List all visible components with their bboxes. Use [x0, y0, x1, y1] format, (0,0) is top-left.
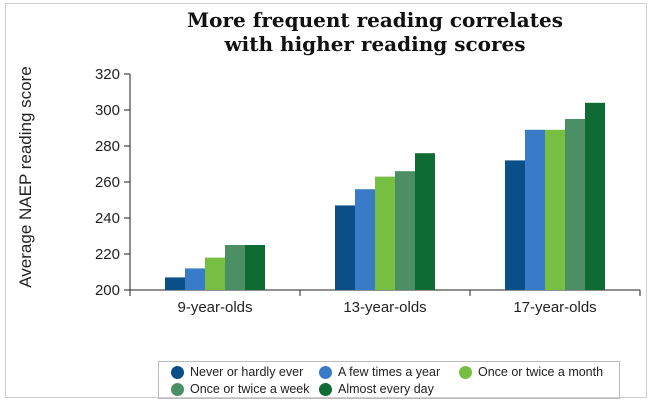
chart-title-line-1: More frequent reading correlates: [187, 8, 563, 32]
legend-swatch-0: [171, 365, 184, 379]
bar-0-1: [185, 268, 205, 290]
chart-title-line-2: with higher reading scores: [224, 32, 526, 56]
legend: Never or hardly ever A few times a year On…: [158, 361, 620, 399]
bar-1-0: [335, 205, 355, 290]
legend-item-1: A few times a year: [319, 365, 440, 379]
bar-2-4: [585, 102, 605, 290]
legend-label-4: Almost every day: [338, 382, 434, 396]
y-tick-label-6: 320: [95, 66, 120, 83]
legend-swatch-2: [459, 365, 472, 379]
bar-0-2: [205, 257, 225, 290]
bar-1-3: [395, 171, 415, 290]
legend-item-4: Almost every day: [319, 382, 434, 396]
legend-swatch-1: [319, 365, 332, 379]
legend-label-0: Never or hardly ever: [190, 365, 304, 379]
legend-label-3: Once or twice a week: [190, 382, 310, 396]
bar-2-1: [525, 129, 545, 290]
y-tick-label-0: 200: [95, 282, 120, 299]
y-tick-label-5: 300: [95, 102, 120, 119]
legend-label-2: Once or twice a month: [478, 365, 604, 379]
y-tick-label-2: 240: [95, 210, 120, 227]
y-tick-label-3: 260: [95, 174, 120, 191]
bar-1-2: [375, 176, 395, 290]
bar-0-4: [245, 245, 265, 290]
x-category-label-0: 9-year-olds: [177, 299, 252, 316]
bar-0-0: [165, 277, 185, 290]
bar-2-2: [545, 129, 565, 290]
bar-1-4: [415, 153, 435, 290]
y-tick-label-4: 280: [95, 138, 120, 155]
bar-1-1: [355, 189, 375, 290]
bar-chart: 200 220 240 260 280 300 320 9-year-olds 13-year-…: [95, 66, 641, 316]
legend-swatch-4: [319, 382, 332, 396]
y-tick-label-1: 220: [95, 246, 120, 263]
legend-label-1: A few times a year: [338, 365, 441, 379]
legend-item-3: Once or twice a week: [171, 382, 310, 396]
legend-item-0: Never or hardly ever: [171, 365, 303, 379]
legend-swatch-3: [171, 382, 184, 396]
legend-item-2: Once or twice a month: [459, 365, 603, 379]
x-category-label-1: 13-year-olds: [343, 299, 426, 316]
bar-2-3: [565, 119, 585, 290]
bar-0-3: [225, 245, 245, 290]
x-category-label-2: 17-year-olds: [513, 299, 596, 316]
bar-2-0: [505, 160, 525, 290]
chart-title: More frequent reading correlates with hi…: [150, 8, 600, 56]
